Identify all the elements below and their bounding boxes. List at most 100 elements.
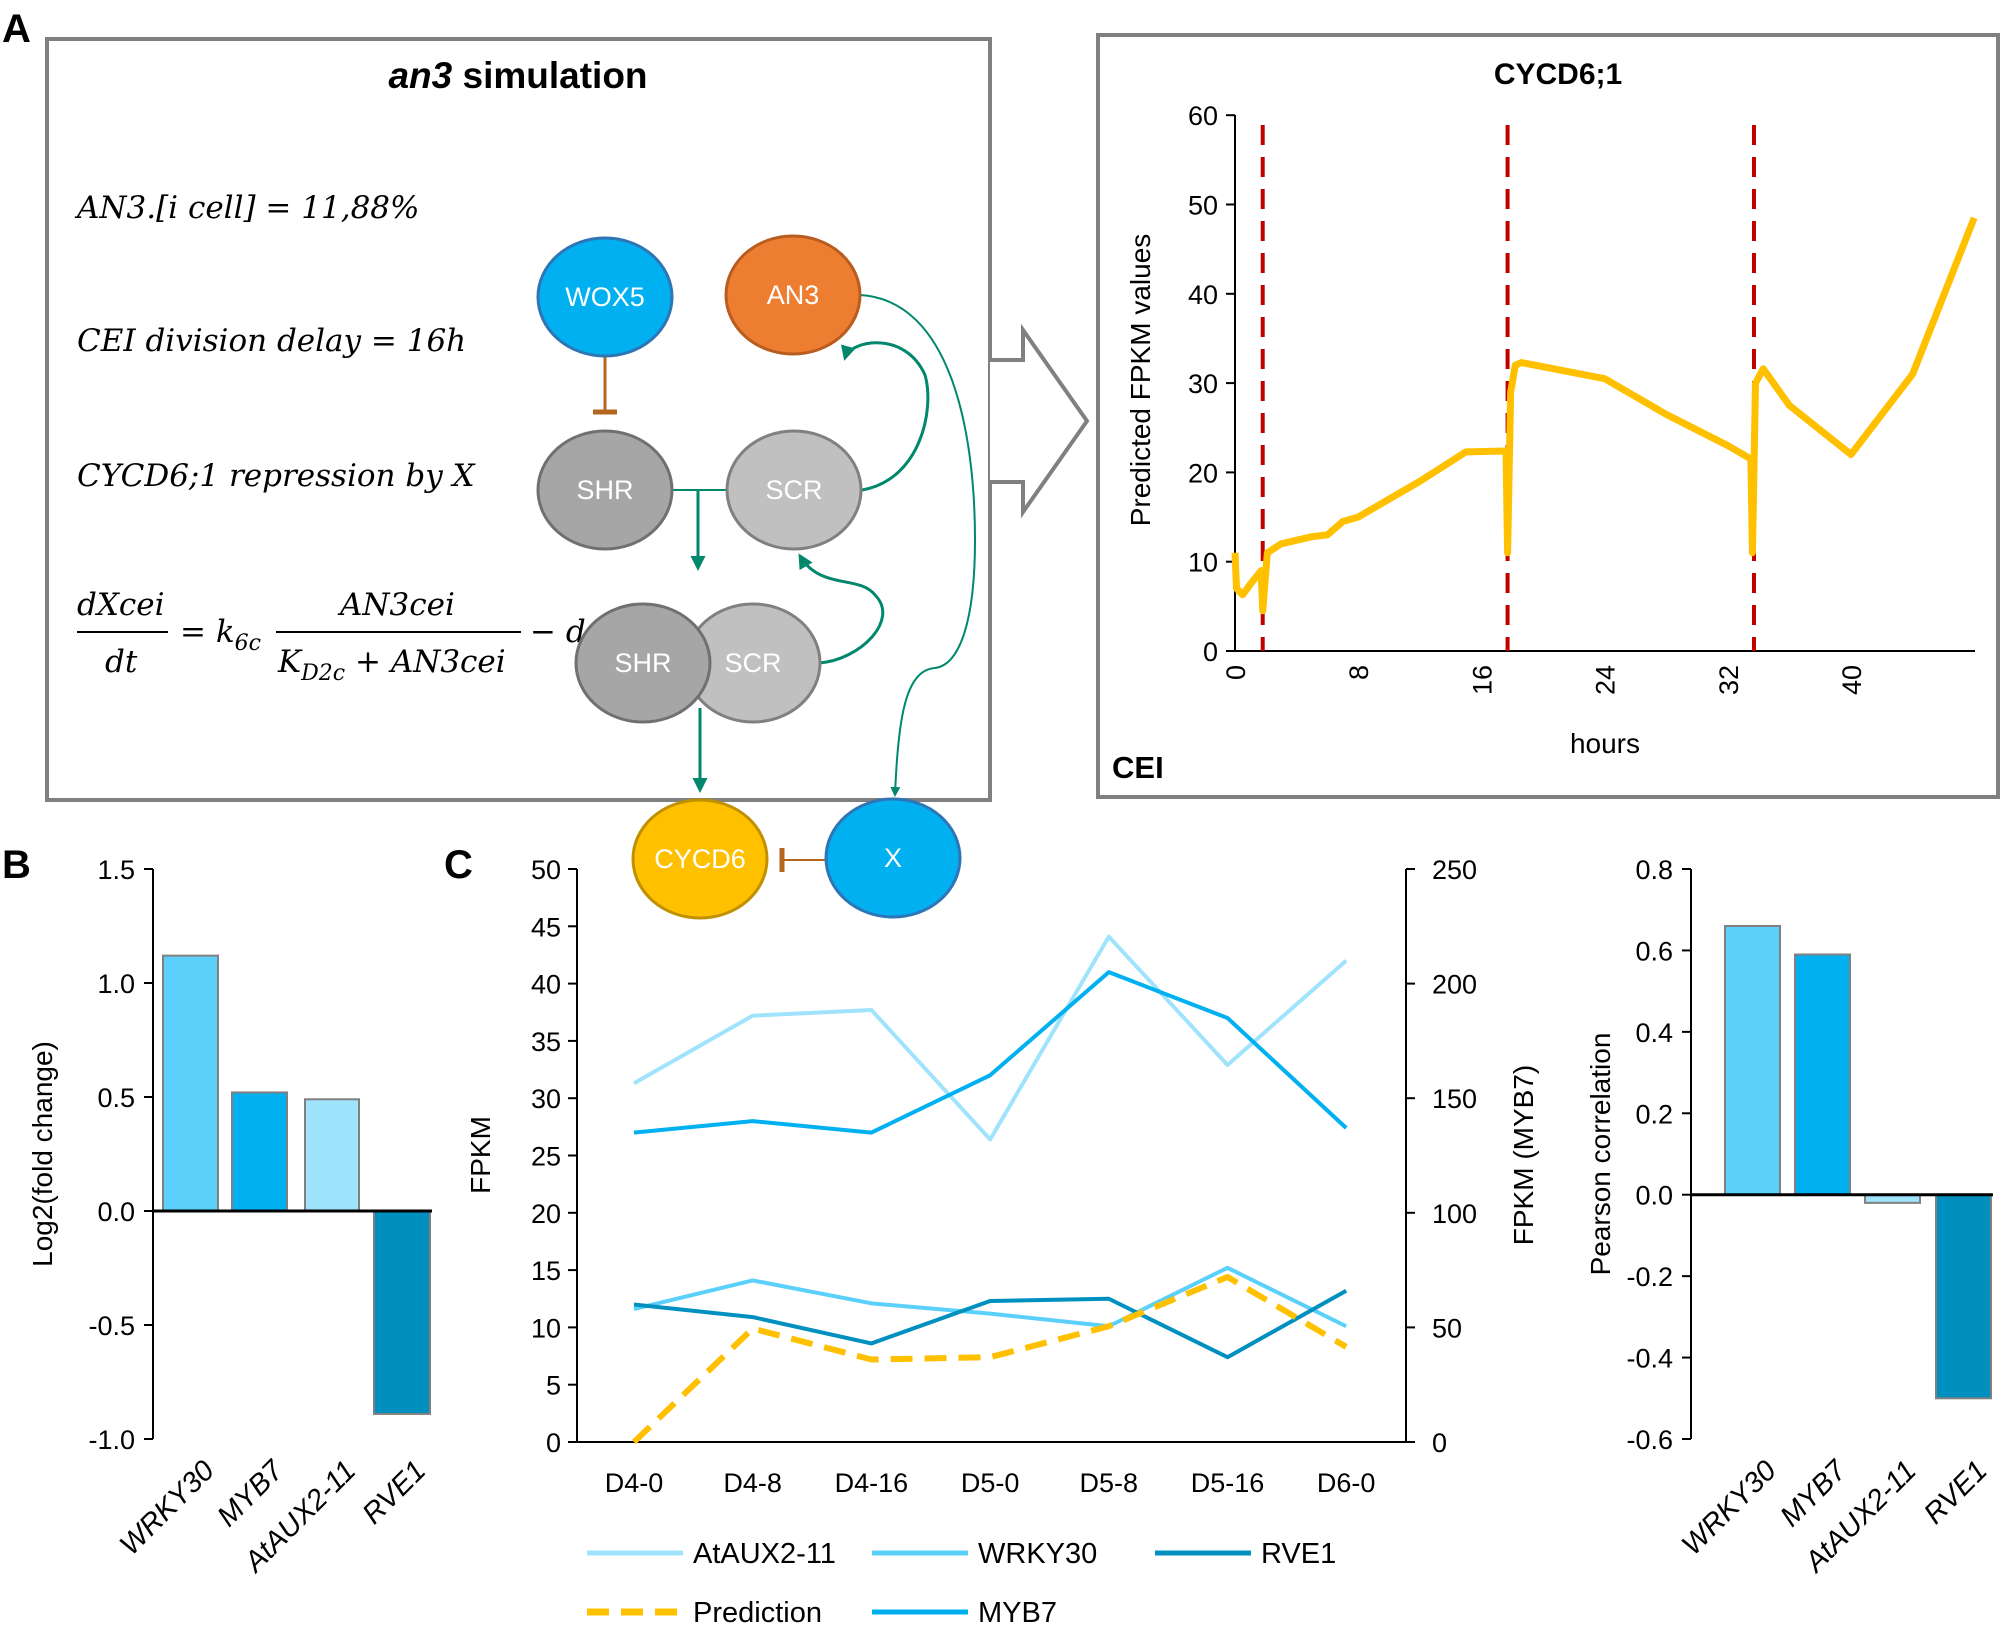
series-line-prediction <box>631 1273 1348 1445</box>
x-tick-label: 0 <box>1221 665 1251 680</box>
y-tick-label: 0.4 <box>1635 1018 1673 1048</box>
param-division-delay: CEI division delay = 16h <box>77 323 466 359</box>
correlation-chart: -0.6-0.4-0.20.00.20.40.60.8WRKY30MYB7AtA… <box>1585 855 1994 1580</box>
y-tick-label: 0.0 <box>1635 1181 1673 1211</box>
series-line-ataux2-11 <box>633 934 1348 1142</box>
category-label: RVE1 <box>356 1455 432 1531</box>
fpkm-line-chart: 0 5 10 15 20 25 30 35 40 45 50 0 50 100 150 200 250 D4-0 D… <box>465 855 1539 1629</box>
x-tick-label: D5-0 <box>961 1468 1020 1498</box>
corner-label: CEI <box>1112 750 1164 785</box>
y-axis-label: Log2(fold change) <box>27 1041 58 1267</box>
x-tick-label: 8 <box>1344 665 1374 680</box>
bar-wrky30 <box>162 954 219 1213</box>
y-tick-label: -1.0 <box>88 1425 135 1455</box>
y-tick-label: 5 <box>546 1371 561 1401</box>
category-label: WRKY30 <box>114 1455 221 1562</box>
flow-arrow-icon <box>990 323 1090 519</box>
x-tick-label: D4-16 <box>835 1468 909 1498</box>
y-tick-label: 0.0 <box>97 1197 135 1227</box>
bar-myb7 <box>231 1091 288 1212</box>
bar-ataux2-11 <box>304 1098 360 1213</box>
y-tick-label: 15 <box>531 1256 561 1286</box>
node-label-scr2: SCR <box>724 648 781 678</box>
bar-rve1 <box>1935 1193 1992 1400</box>
chart-box <box>1096 33 2000 799</box>
eq-lhs-num: dXcei <box>77 587 165 623</box>
y-tick-label: 20 <box>1188 458 1218 488</box>
node-shr2 <box>574 602 712 724</box>
y-axis-label: Pearson correlation <box>1585 1033 1616 1276</box>
node-shr <box>536 429 674 551</box>
y-tick-label: 45 <box>531 912 561 942</box>
y2-tick-label: 150 <box>1432 1084 1477 1114</box>
complex-to-scr-edge <box>798 553 885 665</box>
panel-label-c: C <box>444 843 473 887</box>
node-x <box>824 797 962 919</box>
y-tick-label: 10 <box>531 1313 561 1343</box>
node-label-x: X <box>884 843 902 873</box>
y-tick-label: 1.0 <box>97 969 135 999</box>
series-line-rve1 <box>633 1288 1348 1360</box>
category-label: RVE1 <box>1918 1455 1994 1531</box>
node-label-an3: AN3 <box>767 280 820 310</box>
bar-rve1 <box>373 1210 431 1415</box>
x-tick-label: D5-8 <box>1080 1468 1139 1498</box>
x-tick-label: D6-0 <box>1317 1468 1376 1498</box>
y-tick-label: 50 <box>1188 191 1218 221</box>
self-activation-scr <box>841 341 930 492</box>
legend-label: Prediction <box>693 1597 822 1629</box>
y-tick-label: 1.5 <box>97 855 135 885</box>
eq-k: = k6c <box>180 614 261 656</box>
x-axis-label: hours <box>1570 728 1640 759</box>
simulation-box <box>45 37 992 802</box>
x-tick-label: 40 <box>1837 665 1867 695</box>
y-tick-label: 60 <box>1188 101 1218 131</box>
y2-tick-label: 100 <box>1432 1199 1477 1229</box>
x-tick-label: D4-0 <box>605 1468 664 1498</box>
node-label-shr2: SHR <box>614 648 671 678</box>
x-tick-label: D4-8 <box>723 1468 782 1498</box>
cycd6-series-line <box>1231 216 1978 615</box>
y2-tick-label: 0 <box>1432 1428 1447 1458</box>
node-label-wox5: WOX5 <box>565 282 645 312</box>
x-tick-label: 32 <box>1714 665 1744 695</box>
series-line-myb7 <box>633 970 1348 1135</box>
y-tick-label: 35 <box>531 1027 561 1057</box>
y-tick-label: -0.5 <box>88 1311 135 1341</box>
y2-axis-label: FPKM (MYB7) <box>1508 1065 1539 1245</box>
y-tick-label: 30 <box>531 1084 561 1114</box>
y2-tick-label: 200 <box>1432 970 1477 1000</box>
param-an3-level: AN3.[i cell] = 11,88% <box>74 190 419 226</box>
y-tick-label: 50 <box>531 855 561 885</box>
y-tick-label: -0.2 <box>1626 1262 1673 1292</box>
legend-label: WRKY30 <box>978 1538 1097 1570</box>
equation: dXcei dt = k6c AN3cei KD2c + AN3cei − d6… <box>77 587 636 686</box>
y-tick-label: 30 <box>1188 369 1218 399</box>
node-label-scr: SCR <box>765 475 822 505</box>
y-tick-label: 10 <box>1188 548 1218 578</box>
node-label-cycd6: CYCD6 <box>654 844 746 874</box>
y-axis-label: FPKM <box>465 1116 496 1194</box>
panel-label-a: A <box>2 7 31 51</box>
bar-wrky30 <box>1724 925 1781 1196</box>
bar-myb7 <box>1794 953 1851 1196</box>
network-nodes: WOX5 AN3 SHR SCR SCR SHR CYCD6 X <box>536 234 962 920</box>
node-label-shr: SHR <box>576 475 633 505</box>
y-tick-label: 0 <box>546 1428 561 1458</box>
param-repression: CYCD6;1 repression by X <box>77 458 477 494</box>
x-tick-label: 16 <box>1467 665 1497 695</box>
eq-frac-den: KD2c + AN3cei <box>277 644 506 686</box>
eq-lhs-den: dt <box>105 644 138 680</box>
legend-label: AtAUX2-11 <box>693 1538 836 1570</box>
y-tick-label: 20 <box>531 1199 561 1229</box>
y-tick-label: -0.6 <box>1626 1425 1673 1455</box>
series-line-wrky30 <box>633 1265 1348 1329</box>
x-tick-label: 24 <box>1591 665 1621 695</box>
y2-tick-label: 250 <box>1432 855 1477 885</box>
category-label: WRKY30 <box>1676 1455 1783 1562</box>
cycd6-chart: CYCD6;1 CEI 0 10 20 30 40 50 60 0 8 16 24 32 40 hours Pr… <box>1112 58 1978 785</box>
y-tick-label: 40 <box>1188 280 1218 310</box>
y-tick-label: 0.2 <box>1635 1099 1673 1129</box>
chart-title: CYCD6;1 <box>1494 58 1622 91</box>
